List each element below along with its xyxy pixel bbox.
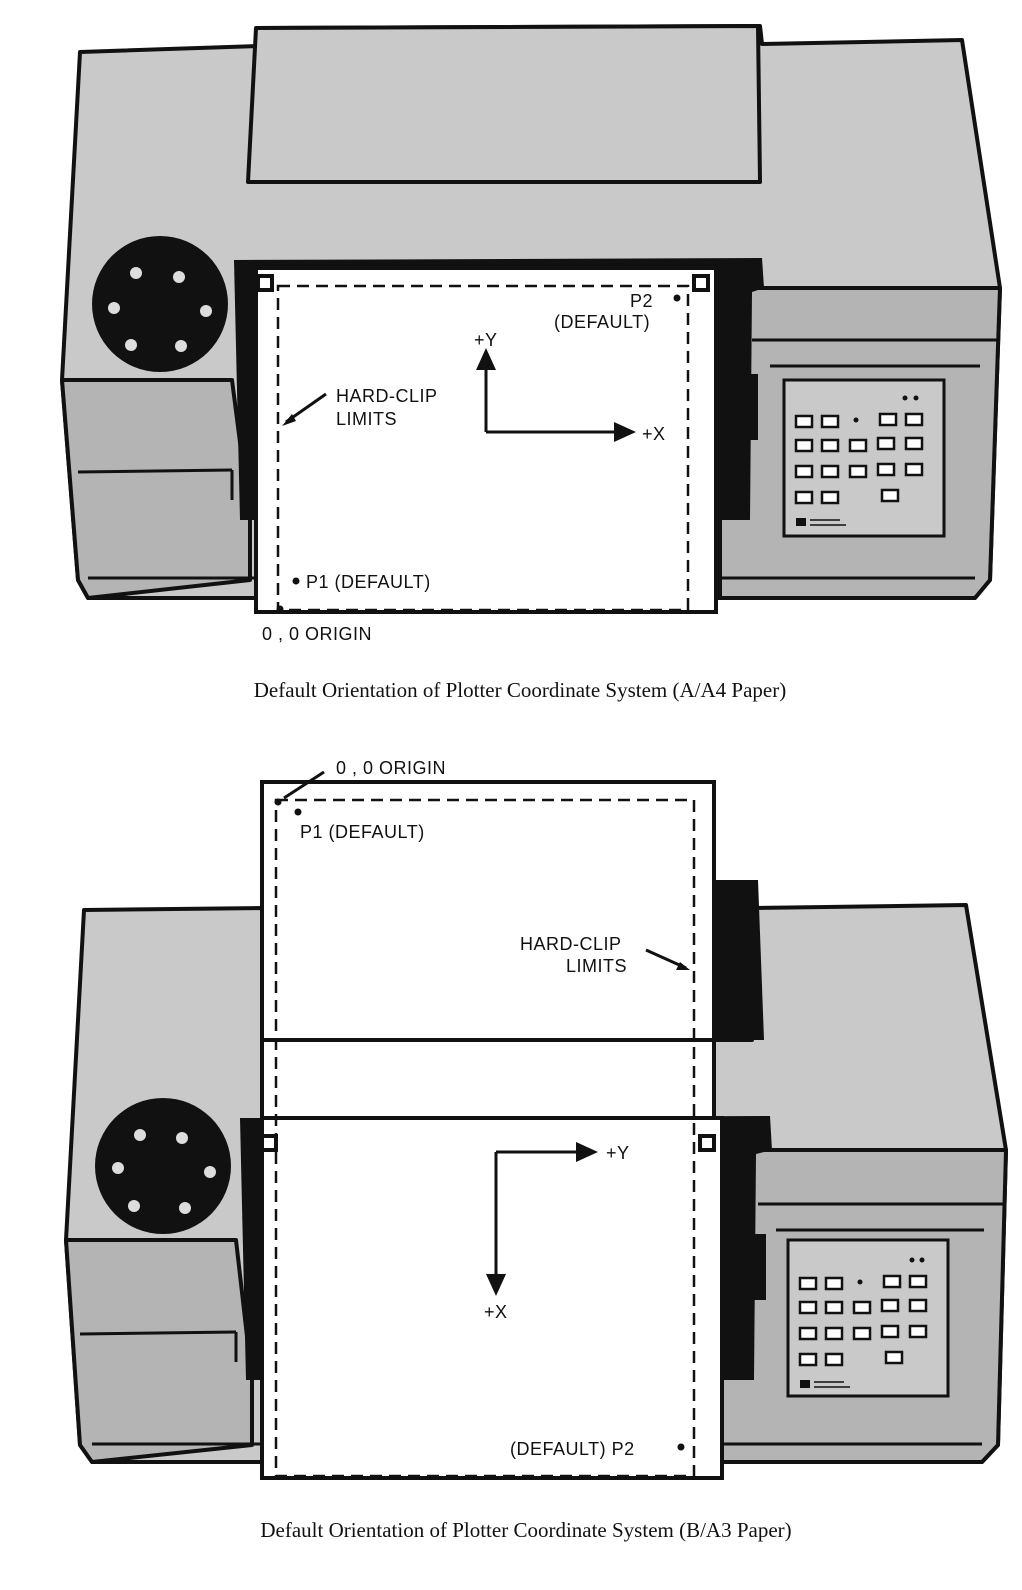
p1-point xyxy=(292,577,300,585)
origin-point xyxy=(276,605,284,613)
hard-clip-label-line1: HARD-CLIP xyxy=(336,386,438,406)
hard-clip-label-line2: LIMITS xyxy=(566,956,627,976)
y-axis-label: +Y xyxy=(474,330,498,350)
grit-wheel-left xyxy=(260,1134,278,1152)
hard-clip-label-line1: HARD-CLIP xyxy=(520,934,622,954)
p2-label: (DEFAULT) P2 xyxy=(510,1439,635,1459)
plotter-a4-diagram: P2 (DEFAULT) +Y +X HARD-CLIP LIMITS P1 (… xyxy=(60,24,1002,702)
figure-a3: 0 , 0 ORIGIN P1 (DEFAULT) HARD-CLIP LIMI… xyxy=(0,740,1022,1590)
paper-under-carriage xyxy=(260,1038,716,1120)
p1-label: P1 (DEFAULT) xyxy=(306,572,431,592)
grit-wheel-right xyxy=(698,1134,716,1152)
p2-default-label: (DEFAULT) xyxy=(554,312,650,332)
origin-label: 0 , 0 ORIGIN xyxy=(336,758,446,778)
p2-label: P2 xyxy=(630,291,653,311)
control-panel xyxy=(786,1238,950,1398)
p2-point xyxy=(677,1443,685,1451)
figure-a-caption: Default Orientation of Plotter Coordinat… xyxy=(254,678,786,702)
pen-carousel xyxy=(92,236,228,372)
paper-a3-lower xyxy=(260,1116,724,1480)
hard-clip-label-line2: LIMITS xyxy=(336,409,397,429)
grit-wheel-left xyxy=(256,274,274,292)
p1-point xyxy=(294,808,302,816)
plotter-a3-diagram: 0 , 0 ORIGIN P1 (DEFAULT) HARD-CLIP LIMI… xyxy=(64,758,1008,1542)
figure-b-caption: Default Orientation of Plotter Coordinat… xyxy=(260,1518,791,1542)
p1-label: P1 (DEFAULT) xyxy=(300,822,425,842)
platen xyxy=(234,258,764,520)
grit-wheel-right xyxy=(692,274,710,292)
coordinate-axes xyxy=(476,348,636,442)
pen-carousel xyxy=(95,1098,231,1234)
paper-a3 xyxy=(260,780,716,1042)
paper-a4 xyxy=(254,266,718,614)
p2-point xyxy=(673,294,681,302)
figure-a4: P2 (DEFAULT) +Y +X HARD-CLIP LIMITS P1 (… xyxy=(0,0,1022,740)
x-axis-label: +X xyxy=(642,424,666,444)
origin-label: 0 , 0 ORIGIN xyxy=(262,624,372,644)
origin-point xyxy=(274,798,282,806)
control-panel xyxy=(782,378,946,538)
coordinate-axes xyxy=(486,1142,598,1296)
y-axis-label: +Y xyxy=(606,1143,630,1163)
hard-clip-boundary xyxy=(276,284,690,612)
x-axis-label: +X xyxy=(484,1302,508,1322)
